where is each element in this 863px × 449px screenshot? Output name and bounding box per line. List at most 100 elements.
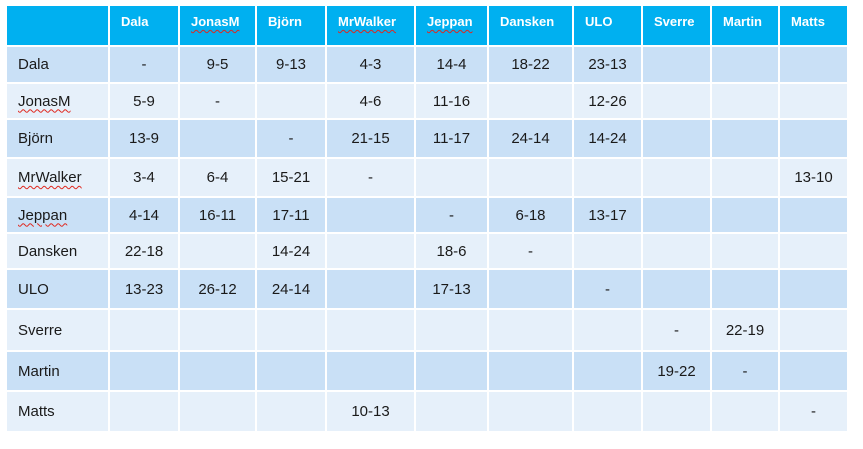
table-row: Matts 10-13 - xyxy=(7,392,849,433)
score-cell xyxy=(327,352,416,392)
score-cell xyxy=(780,270,849,310)
score-cell: 4-6 xyxy=(327,84,416,120)
score-cell xyxy=(110,352,180,392)
score-cell xyxy=(110,392,180,433)
score-cell xyxy=(712,234,780,270)
score-cell xyxy=(327,270,416,310)
score-cell xyxy=(416,310,489,352)
score-cell xyxy=(643,159,712,198)
score-cell xyxy=(780,120,849,159)
score-cell xyxy=(574,234,643,270)
score-cell xyxy=(489,270,574,310)
column-header-ulo: ULO xyxy=(574,6,643,47)
score-cell xyxy=(257,352,327,392)
column-header-dansken: Dansken xyxy=(489,6,574,47)
results-table: Dala JonasM Björn MrWalker Jeppan Dansken ULO S… xyxy=(7,6,849,433)
score-cell: 15-21 xyxy=(257,159,327,198)
score-cell xyxy=(712,84,780,120)
score-cell: 17-11 xyxy=(257,198,327,234)
table-row: Martin 19-22- xyxy=(7,352,849,392)
score-cell xyxy=(780,84,849,120)
score-cell: 22-19 xyxy=(712,310,780,352)
table-row: Björn 13-9 -21-15 11-17 24-14 14-24 xyxy=(7,120,849,159)
score-cell: 4-14 xyxy=(110,198,180,234)
score-cell xyxy=(489,352,574,392)
score-cell xyxy=(643,198,712,234)
row-header-label: Martin xyxy=(18,362,60,380)
score-cell: 19-22 xyxy=(643,352,712,392)
score-cell: 13-23 xyxy=(110,270,180,310)
table-row: Dala -9-5 9-13 4-3 14-4 18-22 23-13 xyxy=(7,47,849,84)
score-cell: - xyxy=(780,392,849,433)
score-cell: 17-13 xyxy=(416,270,489,310)
score-cell xyxy=(643,270,712,310)
score-cell: 18-6 xyxy=(416,234,489,270)
table-row: MrWalker 3-4 6-4 15-21- 13-10 xyxy=(7,159,849,198)
score-cell: 24-14 xyxy=(489,120,574,159)
score-cell xyxy=(489,310,574,352)
score-cell: 23-13 xyxy=(574,47,643,84)
score-cell: - xyxy=(327,159,416,198)
score-cell xyxy=(489,84,574,120)
score-cell xyxy=(180,310,257,352)
score-cell xyxy=(489,392,574,433)
score-cell: 13-17 xyxy=(574,198,643,234)
score-cell xyxy=(257,84,327,120)
score-cell xyxy=(780,47,849,84)
score-cell: 10-13 xyxy=(327,392,416,433)
score-cell: 9-13 xyxy=(257,47,327,84)
score-cell: 13-9 xyxy=(110,120,180,159)
row-header-martin: Martin xyxy=(7,352,110,392)
score-cell xyxy=(257,392,327,433)
row-header-label: Dansken xyxy=(18,242,78,260)
score-cell: 5-9 xyxy=(110,84,180,120)
score-cell xyxy=(416,392,489,433)
score-cell: 6-18 xyxy=(489,198,574,234)
score-cell xyxy=(489,159,574,198)
score-cell xyxy=(712,120,780,159)
corner-cell xyxy=(7,6,110,47)
score-cell: - xyxy=(489,234,574,270)
score-cell xyxy=(110,310,180,352)
score-cell: 24-14 xyxy=(257,270,327,310)
score-cell xyxy=(712,47,780,84)
score-cell: - xyxy=(180,84,257,120)
score-cell xyxy=(712,159,780,198)
column-header-sverre: Sverre xyxy=(643,6,712,47)
column-header-jonasm: JonasM xyxy=(180,6,257,47)
score-cell: 3-4 xyxy=(110,159,180,198)
score-cell: 12-26 xyxy=(574,84,643,120)
score-cell xyxy=(643,84,712,120)
table-row: Dansken 22-18 14-24 18-6- xyxy=(7,234,849,270)
row-header-label: MrWalker xyxy=(18,169,82,186)
score-cell: 14-24 xyxy=(574,120,643,159)
score-cell: - xyxy=(712,352,780,392)
row-header-label: Björn xyxy=(18,130,54,147)
score-cell xyxy=(780,352,849,392)
score-cell xyxy=(574,352,643,392)
row-header-ulo: ULO xyxy=(7,270,110,310)
score-cell: 26-12 xyxy=(180,270,257,310)
score-cell xyxy=(780,198,849,234)
score-cell xyxy=(180,234,257,270)
column-header-jeppan: Jeppan xyxy=(416,6,489,47)
score-cell xyxy=(643,392,712,433)
score-cell: 11-16 xyxy=(416,84,489,120)
row-header-label: JonasM xyxy=(18,92,71,110)
score-cell: 16-11 xyxy=(180,198,257,234)
row-header-label: Sverre xyxy=(18,321,63,339)
table-row: Jeppan 4-14 16-11 17-11 -6-18 13-17 xyxy=(7,198,849,234)
score-cell xyxy=(180,352,257,392)
score-cell xyxy=(416,159,489,198)
row-header-jeppan: Jeppan xyxy=(7,198,110,234)
score-cell: 21-15 xyxy=(327,120,416,159)
row-header-bjrn: Björn xyxy=(7,120,110,159)
score-cell: 11-17 xyxy=(416,120,489,159)
score-cell xyxy=(643,234,712,270)
score-cell xyxy=(780,310,849,352)
score-cell xyxy=(327,234,416,270)
row-header-dala: Dala xyxy=(7,47,110,84)
score-cell xyxy=(180,120,257,159)
score-cell xyxy=(327,198,416,234)
table-row: Sverre -22-19 xyxy=(7,310,849,352)
